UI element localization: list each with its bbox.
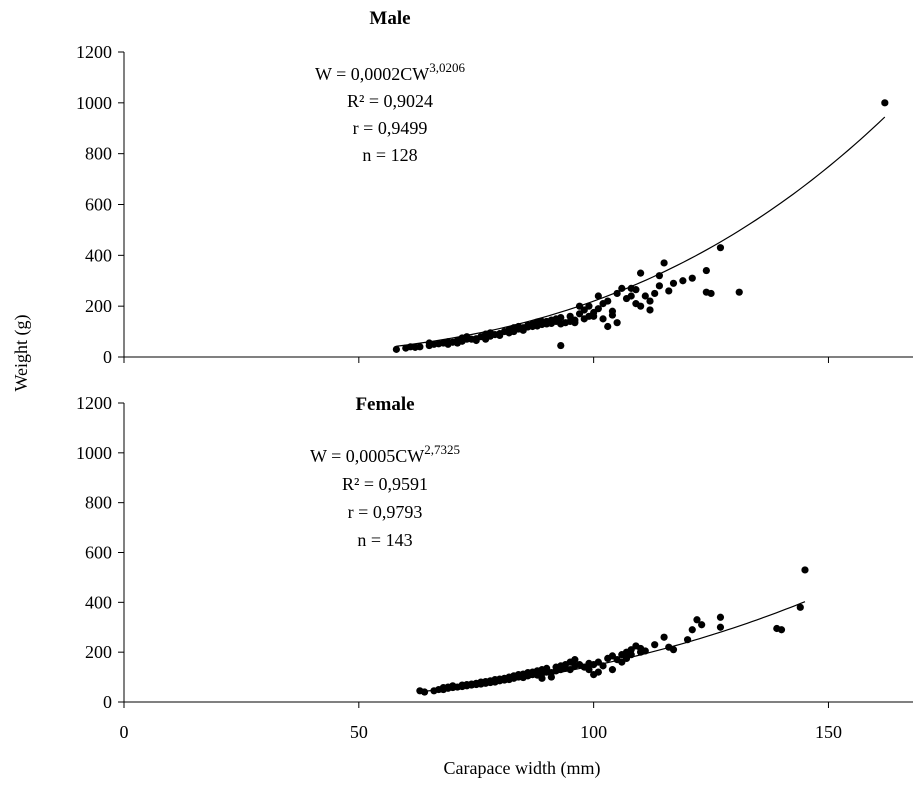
y-tick-label: 800	[85, 493, 112, 513]
y-tick-label: 200	[85, 296, 112, 316]
data-points	[392, 99, 889, 353]
data-point	[641, 292, 649, 300]
data-point	[669, 646, 678, 654]
x-axis-label: Carapace width (mm)	[444, 758, 601, 779]
y-tick-label: 200	[85, 642, 112, 662]
data-point	[557, 341, 565, 350]
data-point	[599, 315, 607, 323]
data-point	[585, 666, 593, 674]
data-point	[716, 623, 725, 631]
data-point	[632, 286, 640, 294]
data-point	[651, 641, 659, 649]
data-point	[679, 277, 687, 285]
stat-label: R² = 0,9591	[342, 474, 428, 494]
data-point	[707, 289, 715, 298]
data-point	[801, 566, 809, 574]
stat-label: n = 143	[357, 530, 412, 550]
data-point	[698, 621, 706, 629]
stat-label: r = 0,9793	[348, 502, 423, 522]
data-point	[660, 259, 668, 267]
data-point	[604, 322, 612, 331]
data-point	[702, 266, 710, 275]
data-point	[613, 289, 621, 298]
data-point	[627, 292, 635, 300]
data-point	[594, 668, 602, 676]
data-point	[613, 319, 621, 327]
data-point	[585, 302, 593, 310]
data-point	[538, 674, 546, 682]
fit-curve	[419, 601, 806, 693]
equation-label: W = 0,0005CW2,7325	[310, 442, 460, 466]
y-tick-label: 1200	[76, 393, 112, 413]
panel-title: Male	[369, 8, 410, 29]
y-axis-label: Weight (g)	[11, 314, 32, 391]
data-point	[665, 287, 673, 295]
data-point	[655, 272, 663, 280]
data-point	[599, 662, 607, 670]
data-point	[641, 647, 649, 655]
y-tick-label: 600	[85, 543, 112, 563]
data-point	[651, 289, 659, 298]
data-point	[594, 292, 602, 300]
data-point	[416, 343, 424, 351]
panel-male: 0 200 400 600 800 1000 1200 Male W = 0,0002CW3,0…	[76, 8, 913, 367]
data-point	[688, 274, 696, 282]
data-point	[543, 664, 551, 672]
data-point	[547, 673, 555, 681]
data-point	[557, 314, 565, 322]
y-tick-label: 1200	[76, 42, 112, 62]
panel-title: Female	[355, 394, 414, 415]
data-point	[604, 297, 612, 305]
y-tick-label: 1000	[76, 443, 112, 463]
data-point	[420, 688, 429, 696]
stat-label: n = 128	[362, 145, 417, 165]
data-point	[608, 311, 617, 319]
stat-label: R² = 0,9024	[347, 91, 433, 111]
stat-label: r = 0,9499	[353, 118, 428, 138]
data-point	[618, 284, 626, 292]
data-point	[627, 651, 635, 659]
fit-curve	[396, 116, 886, 347]
data-point	[590, 312, 598, 320]
x-axis-tick-labels: 0 50 100 150	[120, 722, 842, 742]
data-point	[716, 613, 725, 621]
panel-female: 0 200 400 600 800 1000 1200 Female W = 0,0005CW2…	[76, 393, 913, 712]
data-point	[796, 603, 804, 611]
x-tick-label: 150	[815, 722, 842, 742]
data-points	[416, 566, 809, 696]
data-point	[693, 616, 701, 624]
data-point	[655, 282, 663, 290]
x-tick-label: 100	[580, 722, 607, 742]
data-point	[637, 269, 645, 277]
data-point	[571, 656, 579, 664]
data-point	[608, 666, 617, 674]
x-tick-label: 50	[350, 722, 368, 742]
y-tick-label: 600	[85, 195, 112, 215]
data-point	[637, 302, 645, 310]
y-tick-label: 400	[85, 245, 112, 265]
y-tick-label: 400	[85, 592, 112, 612]
data-point	[571, 319, 579, 327]
data-point	[881, 99, 889, 107]
data-point	[660, 633, 668, 641]
data-point	[646, 306, 654, 314]
y-tick-label: 0	[103, 347, 112, 367]
data-point	[683, 636, 692, 644]
data-point	[594, 305, 602, 313]
y-tick-label: 1000	[76, 93, 112, 113]
data-point	[716, 244, 725, 252]
data-point	[688, 626, 696, 634]
equation-label: W = 0,0002CW3,0206	[315, 60, 466, 84]
y-tick-label: 0	[103, 692, 112, 712]
y-tick-label: 800	[85, 144, 112, 164]
data-point	[392, 345, 400, 353]
x-tick-label: 0	[120, 722, 129, 742]
data-point	[777, 626, 786, 634]
data-point	[646, 297, 654, 305]
data-point	[735, 288, 743, 296]
data-point	[669, 279, 678, 287]
